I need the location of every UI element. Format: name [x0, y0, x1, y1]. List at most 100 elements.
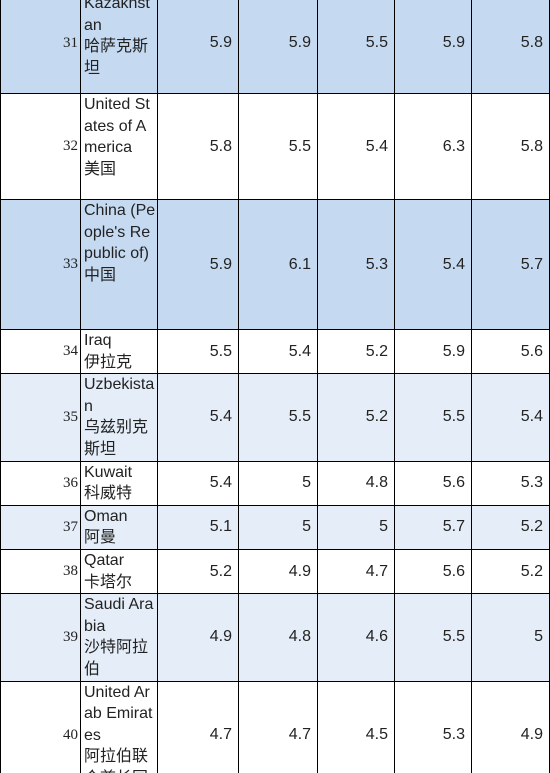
rank-cell: 38 [0, 548, 81, 595]
value-cell: 5.4 [471, 373, 550, 462]
value-cell: 5.3 [394, 680, 472, 773]
country-cell: Saudi Arabia 沙特阿拉伯 [80, 593, 158, 682]
country-name-zh: 乌兹别克斯坦 [84, 419, 149, 458]
country-name-en: Uzbekistan [84, 376, 155, 415]
table-row: 35 Uzbekistan 乌兹别克斯坦 5.4 5.5 5.2 5.5 5.4 [0, 373, 550, 462]
rank-cell: 33 [0, 199, 81, 330]
value-cell: 5.7 [394, 504, 472, 550]
country-name-en: Iraq [84, 332, 112, 349]
country-name-zh: 美国 [84, 160, 117, 178]
country-cell: Uzbekistan 乌兹别克斯坦 [80, 373, 158, 462]
value-cell: 4.7 [157, 680, 239, 773]
table-row: 39 Saudi Arabia 沙特阿拉伯 4.9 4.8 4.6 5.5 5 [0, 593, 550, 682]
country-name-en: United Arab Emirates [84, 683, 153, 744]
country-name-zh: 阿拉伯联合酋长国 [84, 748, 149, 773]
value-cell: 5 [317, 504, 395, 550]
country-cell: Kuwait 科威特 [80, 460, 158, 506]
value-cell: 5.8 [471, 0, 550, 94]
rank-cell: 34 [0, 328, 81, 375]
country-cell: China (People's Republic of) 中国 [80, 199, 158, 330]
value-cell: 4.7 [317, 548, 395, 595]
table-row: 33 China (People's Republic of) 中国 5.9 6… [0, 199, 550, 330]
table-row: 40 United Arab Emirates 阿拉伯联合酋长国 4.7 4.7… [0, 680, 550, 773]
value-cell: 5.5 [394, 593, 472, 682]
country-name-en: China (People's Republic of) [84, 202, 156, 263]
value-cell: 5.7 [471, 199, 550, 330]
value-cell: 5.4 [394, 199, 472, 330]
value-cell: 4.9 [238, 548, 318, 595]
value-cell: 5.2 [471, 548, 550, 595]
country-cell: United Arab Emirates 阿拉伯联合酋长国 [80, 680, 158, 773]
value-cell: 4.6 [317, 593, 395, 682]
value-cell: 5.9 [157, 0, 239, 94]
value-cell: 4.8 [317, 460, 395, 506]
value-cell: 5 [238, 460, 318, 506]
country-name-en: United States of America [84, 96, 150, 157]
country-name-en: Kazakhstan [84, 0, 150, 34]
country-cell: United States of America 美国 [80, 93, 158, 200]
value-cell: 5.3 [471, 460, 550, 506]
value-cell: 5.5 [238, 93, 318, 200]
country-cell: Kazakhstan 哈萨克斯坦 [80, 0, 158, 94]
value-cell: 6.3 [394, 93, 472, 200]
value-cell: 5.4 [157, 460, 239, 506]
country-name-en: Oman [84, 507, 128, 525]
value-cell: 5.6 [394, 460, 472, 506]
value-cell: 5.2 [317, 328, 395, 375]
value-cell: 5.6 [394, 548, 472, 595]
rank-cell: 35 [0, 373, 81, 462]
country-name-zh: 阿曼 [84, 529, 117, 547]
rank-cell: 40 [0, 680, 81, 773]
value-cell: 4.9 [157, 593, 239, 682]
country-name-zh: 中国 [84, 266, 117, 284]
table-row: 32 United States of America 美国 5.8 5.5 5… [0, 93, 550, 200]
country-name-zh: 哈萨克斯坦 [84, 38, 149, 77]
value-cell: 4.8 [238, 593, 318, 682]
value-cell: 5.9 [157, 199, 239, 330]
value-cell: 5.4 [238, 328, 318, 375]
value-cell: 5.6 [471, 328, 550, 375]
value-cell: 4.7 [238, 680, 318, 773]
value-cell: 5.9 [394, 328, 472, 375]
value-cell: 5.2 [471, 504, 550, 550]
value-cell: 5.4 [157, 373, 239, 462]
value-cell: 4.9 [471, 680, 550, 773]
country-cell: Oman 阿曼 [80, 504, 158, 550]
table-row: 38 Qatar 卡塔尔 5.2 4.9 4.7 5.6 5.2 [0, 548, 550, 595]
rank-cell: 32 [0, 93, 81, 200]
rank-cell: 37 [0, 504, 81, 550]
value-cell: 5.9 [394, 0, 472, 94]
country-name-zh: 卡塔尔 [84, 573, 133, 591]
country-name-en: Qatar [84, 551, 125, 569]
value-cell: 5.1 [157, 504, 239, 550]
value-cell: 5 [471, 593, 550, 682]
value-cell: 5.5 [157, 328, 239, 375]
value-cell: 5.8 [157, 93, 239, 200]
value-cell: 5.3 [317, 199, 395, 330]
table-row: 31 Kazakhstan 哈萨克斯坦 5.9 5.9 5.5 5.9 5.8 [0, 0, 550, 94]
country-name-en: Saudi Arabia [84, 596, 154, 635]
rank-cell: 39 [0, 593, 81, 682]
table-row: 37 Oman 阿曼 5.1 5 5 5.7 5.2 [0, 504, 550, 550]
value-cell: 4.5 [317, 680, 395, 773]
value-cell: 5.2 [317, 373, 395, 462]
country-name-zh: 沙特阿拉伯 [84, 639, 149, 678]
country-cell: Qatar 卡塔尔 [80, 548, 158, 595]
value-cell: 5.5 [317, 0, 395, 94]
value-cell: 5.5 [238, 373, 318, 462]
value-cell: 5.8 [471, 93, 550, 200]
value-cell: 5.5 [394, 373, 472, 462]
table-row: 36 Kuwait 科威特 5.4 5 4.8 5.6 5.3 [0, 460, 550, 506]
rank-cell: 36 [0, 460, 81, 506]
value-cell: 5.9 [238, 0, 318, 94]
table-row: 34 Iraq 伊拉克 5.5 5.4 5.2 5.9 5.6 [0, 328, 550, 375]
rank-cell: 31 [0, 0, 81, 94]
country-cell: Iraq 伊拉克 [80, 328, 158, 375]
value-cell: 5 [238, 504, 318, 550]
value-cell: 5.4 [317, 93, 395, 200]
country-name-zh: 科威特 [84, 485, 133, 503]
value-cell: 5.2 [157, 548, 239, 595]
country-name-zh: 伊拉克 [84, 353, 133, 371]
